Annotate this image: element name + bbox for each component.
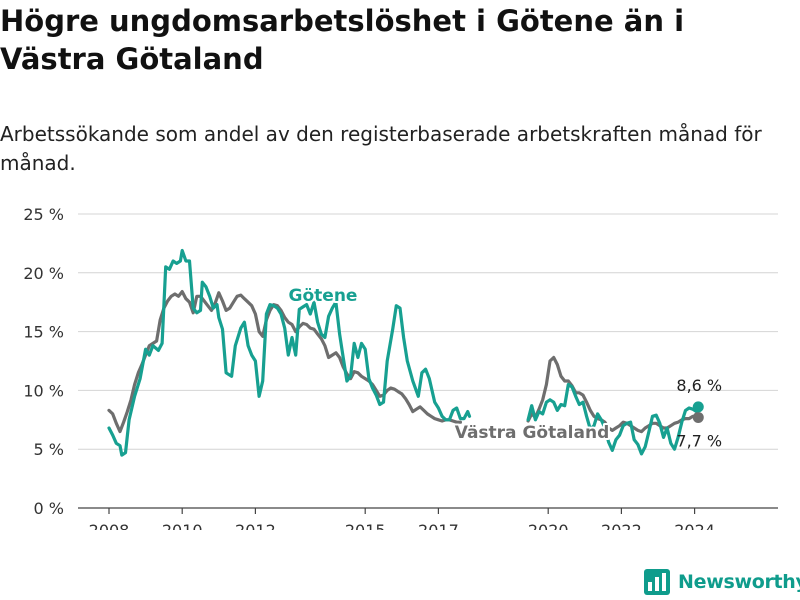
chart-subtitle: Arbetssökande som andel av den registerb… bbox=[0, 122, 762, 175]
vastra-gotaland-series-label-halo: Västra Götaland bbox=[455, 423, 610, 443]
x-tick-label: 2024 bbox=[674, 521, 715, 530]
y-tick-label: 0 % bbox=[34, 499, 64, 518]
series-lines bbox=[107, 248, 700, 457]
y-tick-label: 10 % bbox=[23, 381, 64, 400]
x-tick-label: 2022 bbox=[601, 521, 642, 530]
y-axis-ticks: 0 % 5 % 10 % 15 % 20 % 25 % bbox=[23, 205, 64, 518]
vastra-gotaland-series-label: Västra Götaland bbox=[455, 423, 610, 443]
line-chart: 0 %5 %10 %15 %20 %25 % 20082010201220152… bbox=[23, 205, 778, 530]
x-tick-label: 2015 bbox=[345, 521, 386, 530]
x-tick-label: 2008 bbox=[89, 521, 130, 530]
gotene-line bbox=[526, 382, 700, 456]
gotene-end-label: 8,6 % bbox=[676, 376, 722, 395]
y-tick-label: 25 % bbox=[23, 205, 64, 224]
x-tick-label: 2010 bbox=[162, 521, 203, 530]
vastra-gotaland-line bbox=[107, 290, 462, 434]
gotene-series-label-halo: Götene bbox=[289, 286, 358, 306]
chart-title: Högre ungdomsarbetslöshet i Götene än i … bbox=[0, 4, 685, 76]
y-tick-label: 20 % bbox=[23, 264, 64, 283]
bar-chart-logo-icon bbox=[644, 569, 670, 595]
x-tick-label: 2012 bbox=[235, 521, 276, 530]
y-tick-label: 5 % bbox=[34, 440, 64, 459]
y-tick-label: 15 % bbox=[23, 323, 64, 342]
vastra-gotaland-end-label: 7,7 % bbox=[676, 431, 722, 450]
x-tick-label: 2020 bbox=[528, 521, 569, 530]
newsworthy-brand[interactable]: Newsworthy bbox=[644, 566, 800, 598]
vastra-gotaland-end-marker bbox=[692, 411, 704, 423]
x-tick-label: 2017 bbox=[418, 521, 459, 530]
x-axis-ticks: 2008 2010 2012 2015 2017 2020 2022 2024 bbox=[89, 508, 715, 530]
gotene-end-marker bbox=[692, 401, 704, 413]
gotene-line bbox=[107, 248, 472, 457]
gridlines bbox=[78, 213, 778, 509]
brand-name: Newsworthy bbox=[678, 571, 800, 593]
vastra-gotaland-line bbox=[526, 355, 700, 434]
gotene-series-label: Götene bbox=[289, 286, 358, 306]
